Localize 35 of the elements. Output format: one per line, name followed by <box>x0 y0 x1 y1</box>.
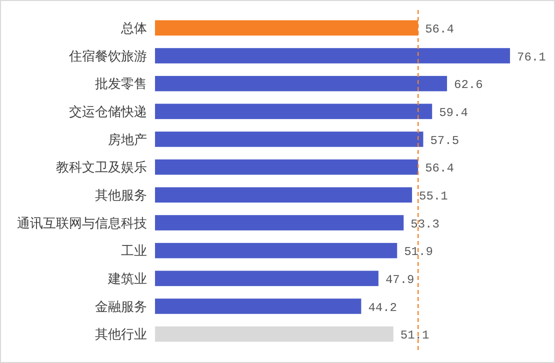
bar <box>155 104 432 120</box>
bar <box>155 215 404 230</box>
bar <box>155 48 510 64</box>
data-label: 76.1 <box>517 50 546 64</box>
y-tick-label: 住宿餐饮旅游 <box>68 48 147 64</box>
y-tick-label: 工业 <box>121 244 147 260</box>
data-label: 56.4 <box>425 22 454 36</box>
bar <box>155 326 394 342</box>
bar <box>155 132 424 147</box>
bar <box>155 159 418 175</box>
data-label: 62.6 <box>454 78 483 92</box>
bar <box>155 187 412 203</box>
data-label: 44.2 <box>368 300 397 315</box>
data-label: 57.5 <box>430 134 460 148</box>
data-label: 47.9 <box>385 272 414 287</box>
data-label: 51.1 <box>400 328 430 343</box>
data-label: 53.3 <box>410 217 440 232</box>
data-label: 56.4 <box>425 162 454 176</box>
y-tick-label: 总体 <box>120 21 147 36</box>
data-label: 55.1 <box>419 189 448 204</box>
y-tick-label: 教科文卫及娱乐 <box>56 160 147 176</box>
y-tick-label: 房地产 <box>108 132 147 148</box>
bar <box>155 270 378 286</box>
bar <box>155 242 398 258</box>
y-tick-label: 其他服务 <box>95 188 147 204</box>
y-tick-label: 交运仓储快递 <box>69 104 147 120</box>
y-tick-label: 其他行业 <box>95 328 147 343</box>
data-label: 59.4 <box>439 106 468 120</box>
y-tick-label: 通讯互联网与信息科技 <box>17 216 147 232</box>
bar <box>155 298 362 314</box>
y-tick-label: 批发零售 <box>95 77 147 92</box>
y-tick-label: 建筑业 <box>107 272 147 287</box>
data-label: 51.9 <box>404 245 433 260</box>
y-tick-label: 金融服务 <box>95 300 147 315</box>
bar <box>155 76 448 92</box>
